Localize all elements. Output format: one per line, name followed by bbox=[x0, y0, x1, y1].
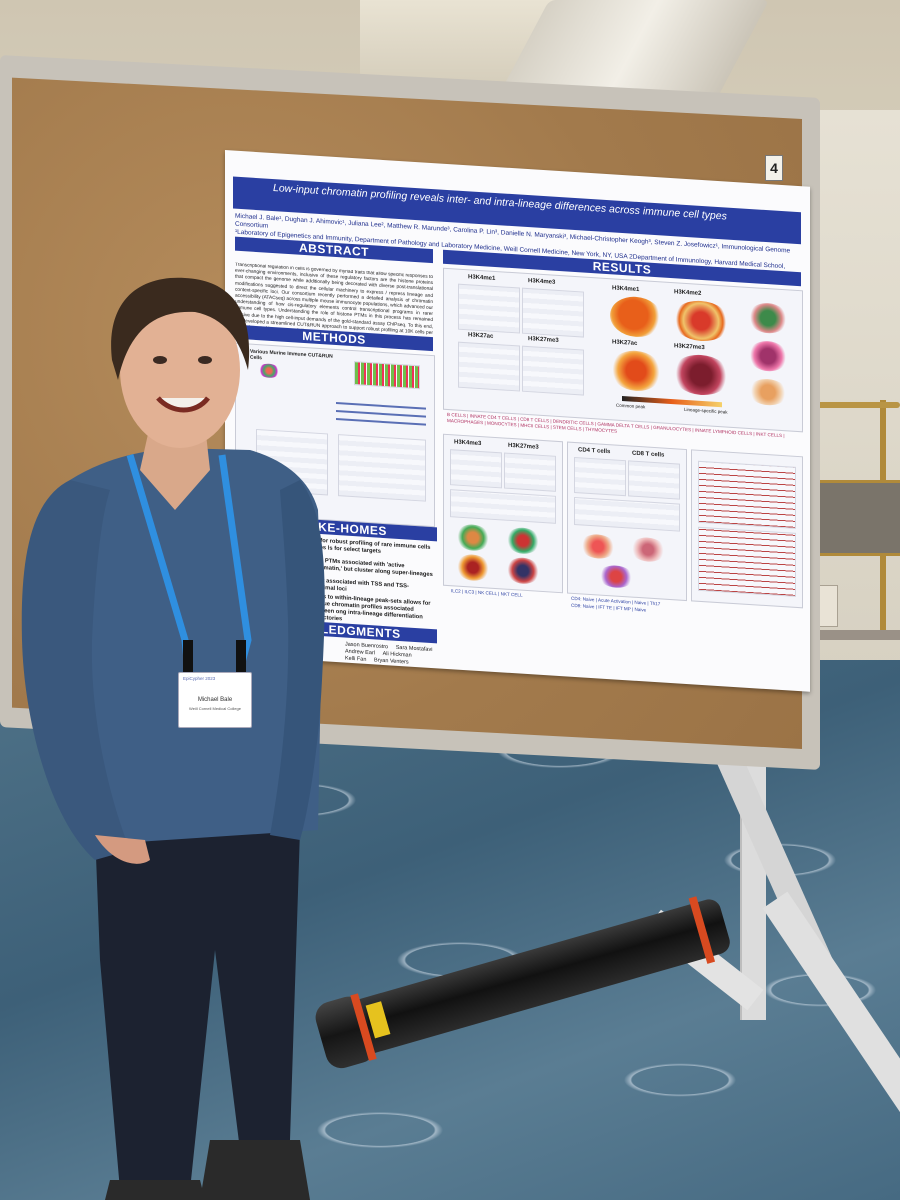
scale-right-label: Lineage-specific peak bbox=[684, 406, 728, 415]
fig2-plot-1 bbox=[450, 449, 502, 489]
booth-number-tag: 4 bbox=[765, 155, 783, 181]
fig4-tracks-2 bbox=[698, 526, 796, 597]
methods-plot-d bbox=[256, 428, 328, 496]
cell-icons bbox=[258, 363, 280, 379]
methods-track-1 bbox=[336, 401, 426, 410]
pca-plot-4 bbox=[522, 345, 584, 396]
umap-c-3 bbox=[748, 377, 788, 407]
umap-plot-2 bbox=[672, 299, 730, 343]
fig-b-mark-3: H3K27ac bbox=[612, 339, 638, 347]
fig3-tracks bbox=[574, 496, 680, 532]
fig-a-mark-3: H3K27ac bbox=[468, 332, 494, 340]
fig2-umap-1 bbox=[456, 523, 490, 552]
scale-left-label: Common peak bbox=[616, 402, 646, 410]
pca-plot-1 bbox=[458, 283, 520, 334]
pca-plot-2 bbox=[522, 287, 584, 338]
fig2-umap-2 bbox=[506, 526, 540, 555]
fig3-umap-3 bbox=[598, 564, 634, 589]
scientific-poster: Low-input chromatin profiling reveals in… bbox=[225, 150, 810, 692]
results-figure-4 bbox=[691, 449, 803, 609]
name-badge: EpiCypher 2023 Michael Bale Weill Cornel… bbox=[178, 672, 252, 728]
ack-name: Bryan Venters bbox=[374, 657, 409, 666]
methods-label-murine: Various Murine Immune Cells bbox=[250, 348, 307, 362]
pca-plot-3 bbox=[458, 341, 520, 392]
fig3-plot-2 bbox=[628, 460, 680, 500]
fig4-tracks-1 bbox=[698, 460, 796, 529]
fig2-plot-2 bbox=[504, 452, 556, 492]
methods-track-2 bbox=[336, 409, 426, 418]
takehome-1: ws for robust profiling of rare immune c… bbox=[311, 537, 431, 555]
methods-plot-f bbox=[338, 434, 426, 502]
results-figure-3: CD4 T cells CD8 T cells bbox=[567, 441, 687, 602]
fig2-umap-3 bbox=[456, 553, 490, 582]
fig-b-mark-1: H3K4me1 bbox=[612, 285, 640, 294]
methods-heatmap bbox=[354, 361, 420, 390]
methods-panel: Various Murine Immune Cells CUT&RUN bbox=[235, 342, 435, 528]
ack-name: Kelli Fan bbox=[345, 655, 367, 663]
takehome-2: tone PTMs associated with 'active chroma… bbox=[311, 557, 433, 579]
badge-organization: Weill Cornell Medical College bbox=[189, 706, 241, 711]
fig-a-mark-4: H3K27me3 bbox=[528, 336, 559, 344]
fig3-plot-1 bbox=[574, 456, 626, 497]
fig-b-mark-4: H3K27me3 bbox=[674, 343, 705, 352]
cart-top-bar bbox=[800, 402, 900, 408]
fig2-mark-2: H3K27me3 bbox=[508, 442, 539, 451]
methods-label-cutrun: CUT&RUN bbox=[308, 352, 333, 360]
fig-a-mark-2: H3K4me3 bbox=[528, 278, 556, 286]
badge-name: Michael Bale bbox=[197, 697, 233, 703]
results-figure-1: H3K4me1 H3K4me3 H3K27ac H3K27me3 H3K4me1… bbox=[443, 267, 803, 433]
umap-c-1 bbox=[748, 301, 788, 335]
fig3-umap-1 bbox=[580, 533, 616, 560]
umap-plot-3 bbox=[610, 349, 662, 393]
umap-c-2 bbox=[748, 339, 788, 373]
umap-plot-4 bbox=[672, 353, 730, 397]
fig3-umap-2 bbox=[630, 536, 666, 563]
fig3-cell-1: CD4 T cells bbox=[578, 447, 611, 456]
methods-track-3 bbox=[336, 417, 426, 426]
fig2-tracks bbox=[450, 489, 556, 524]
umap-plot-1 bbox=[610, 295, 662, 339]
cart-base bbox=[790, 630, 900, 640]
results-figure-2: H3K4me3 H3K27me3 bbox=[443, 433, 563, 594]
fig-b-mark-2: H3K4me2 bbox=[674, 289, 702, 297]
fig2-umap-4 bbox=[506, 556, 540, 585]
fig3-cell-2: CD8 T cells bbox=[632, 450, 665, 459]
fig-a-mark-1: H3K4me1 bbox=[468, 274, 496, 283]
fig2-mark-1: H3K4me3 bbox=[454, 439, 482, 448]
badge-logo: EpiCypher 2023 bbox=[183, 676, 216, 681]
